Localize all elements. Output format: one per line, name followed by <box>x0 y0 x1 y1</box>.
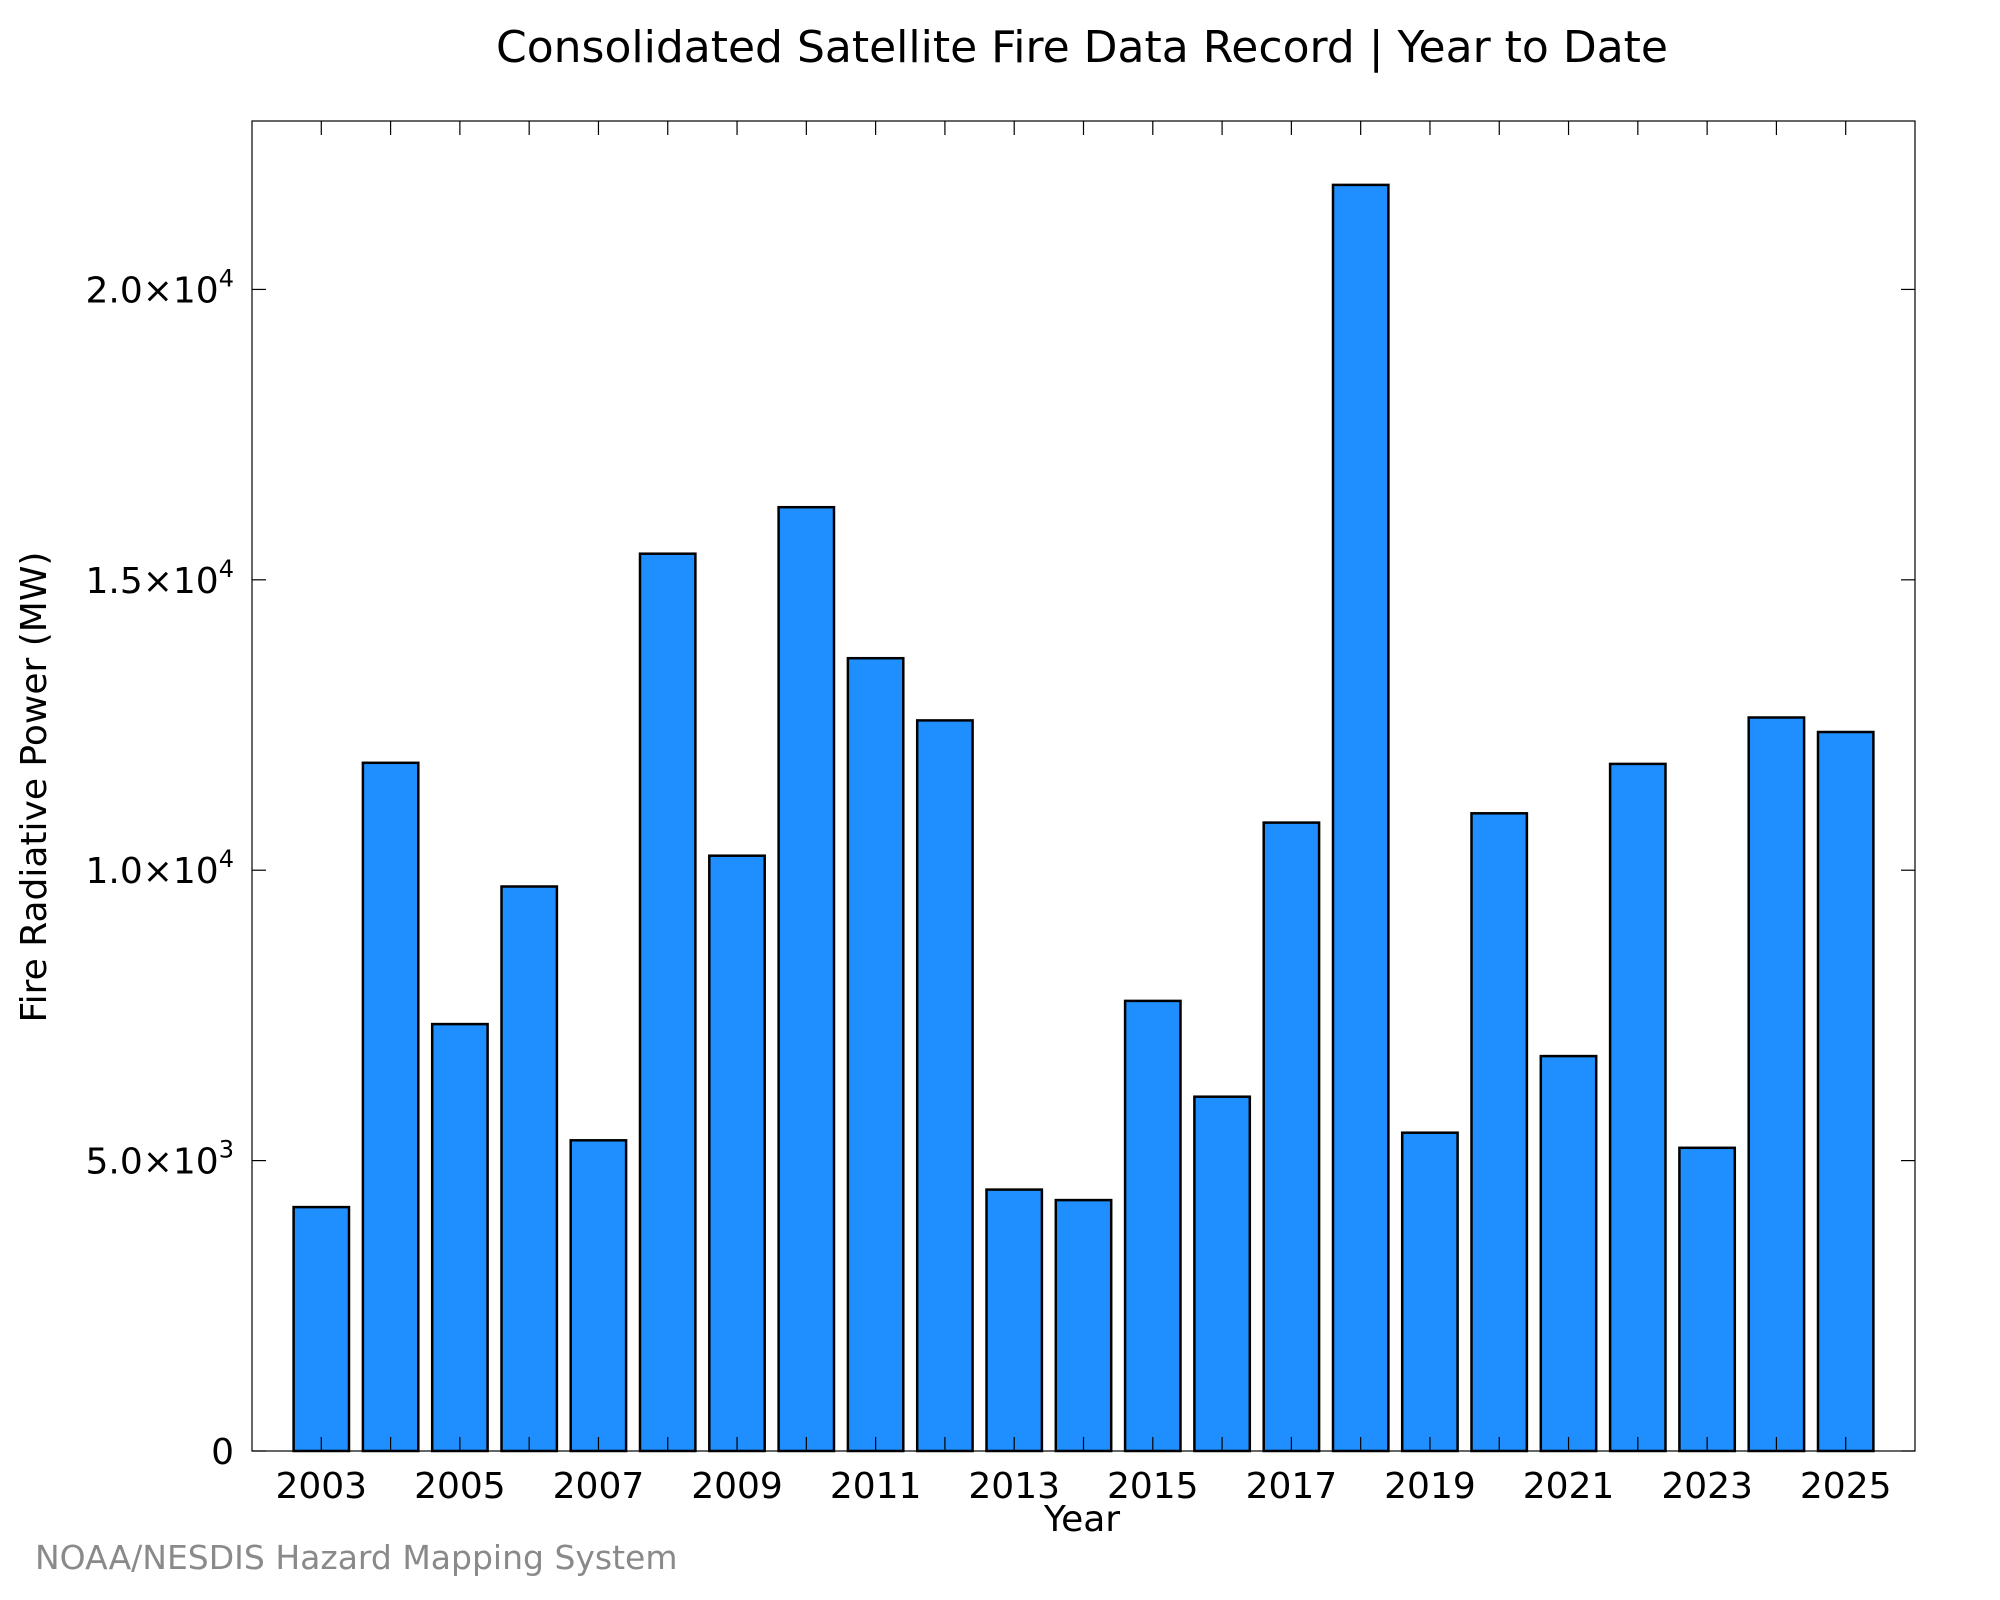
x-tick-label: 2013 <box>968 1466 1060 1507</box>
bar-2010 <box>777 505 836 1453</box>
bar-2022 <box>1608 762 1667 1453</box>
bar-2014 <box>1054 1198 1113 1453</box>
bar-2025 <box>1816 730 1875 1453</box>
bar-2003 <box>292 1205 351 1453</box>
bar-2006 <box>500 885 559 1453</box>
y-tick-label: 1.5×104 <box>85 555 234 602</box>
bar-2011 <box>846 656 905 1453</box>
x-tick-label: 2011 <box>830 1466 922 1507</box>
bar-2024 <box>1747 716 1806 1453</box>
y-axis-label: Fire Radiative Power (MW) <box>14 552 55 1023</box>
bar-2017 <box>1262 821 1321 1453</box>
bar-2015 <box>1123 999 1182 1453</box>
x-tick-label: 2015 <box>1107 1466 1199 1507</box>
y-tick-label: 2.0×104 <box>85 264 234 311</box>
bars-layer <box>292 183 1875 1453</box>
bar-2013 <box>985 1188 1044 1453</box>
source-credit: NOAA/NESDIS Hazard Mapping System <box>35 1538 678 1577</box>
bar-2018 <box>1331 183 1390 1453</box>
x-tick-label: 2003 <box>275 1466 367 1507</box>
y-tick-label: 5.0×103 <box>85 1136 234 1183</box>
bar-2021 <box>1539 1054 1598 1453</box>
chart-title: Consolidated Satellite Fire Data Record … <box>496 22 1668 73</box>
x-tick-label: 2019 <box>1384 1466 1476 1507</box>
bar-2009 <box>708 854 766 1453</box>
x-tick-label: 2009 <box>691 1466 783 1507</box>
bar-2004 <box>361 761 420 1453</box>
bar-2019 <box>1400 1131 1459 1453</box>
x-tick-label: 2023 <box>1661 1466 1753 1507</box>
x-axis-label: Year <box>1043 1499 1120 1540</box>
y-tick-label: 1.0×104 <box>85 845 234 892</box>
x-tick-label: 2017 <box>1246 1466 1338 1507</box>
bar-2008 <box>638 552 697 1453</box>
x-tick-label: 2025 <box>1800 1466 1892 1507</box>
bar-2016 <box>1193 1095 1252 1453</box>
bar-2023 <box>1678 1146 1737 1453</box>
x-tick-label: 2021 <box>1523 1466 1615 1507</box>
ticks-layer: 2003 2005 2007 2009 2011 2013 2015 2017 2019 2021… <box>85 121 1915 1507</box>
y-tick-label: 0 <box>211 1432 234 1473</box>
bar-2012 <box>915 719 974 1453</box>
x-tick-label: 2007 <box>553 1466 645 1507</box>
bar-2007 <box>569 1139 628 1453</box>
x-tick-label: 2005 <box>414 1466 506 1507</box>
bar-2005 <box>430 1022 489 1453</box>
bar-2020 <box>1470 812 1529 1453</box>
